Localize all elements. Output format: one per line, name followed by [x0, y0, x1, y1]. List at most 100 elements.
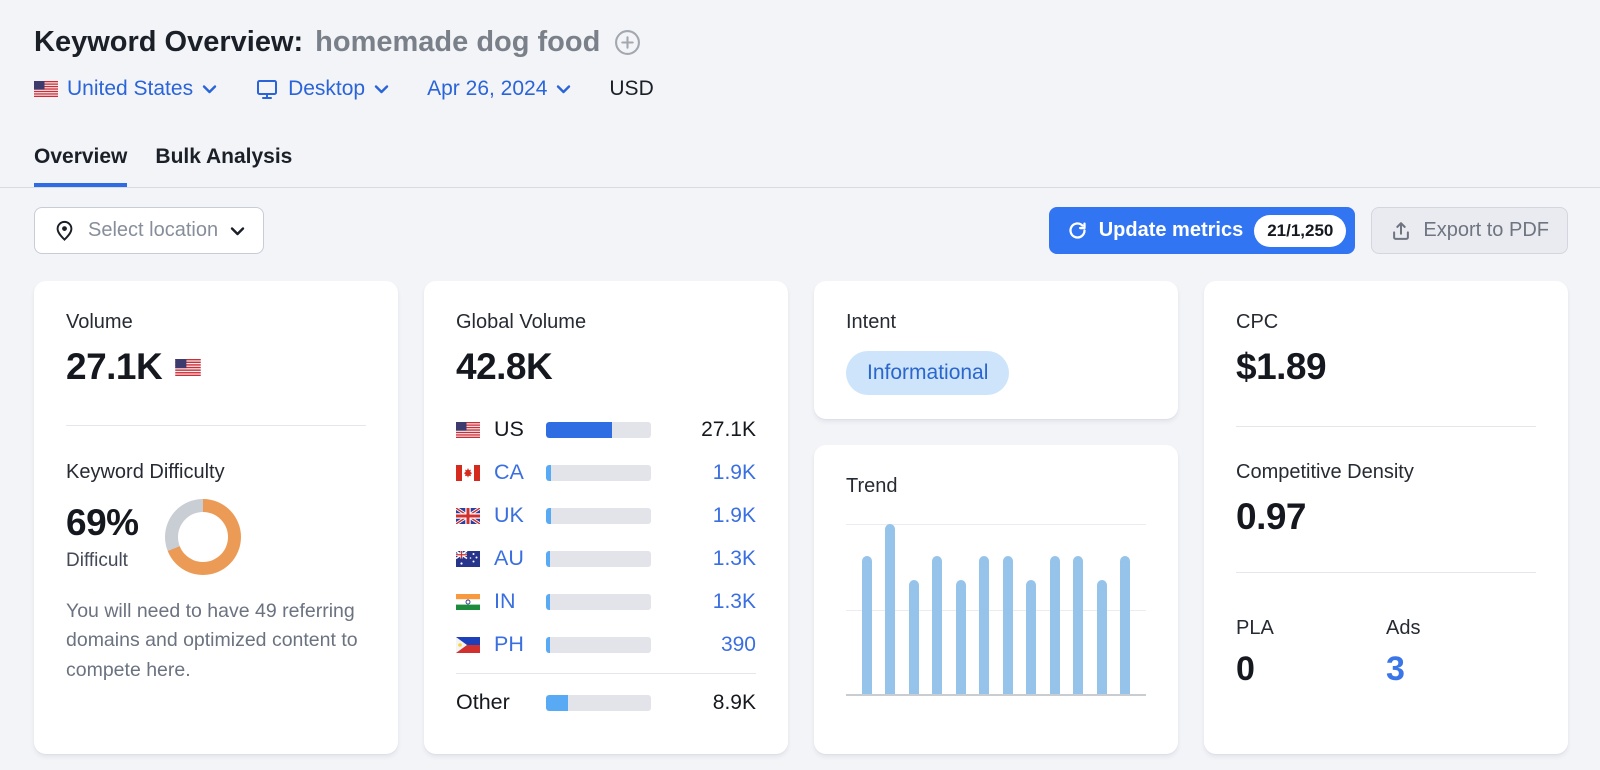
- au-flag-icon: [456, 550, 480, 567]
- ads-block: Ads 3: [1386, 617, 1536, 689]
- intent-badge[interactable]: Informational: [846, 351, 1010, 395]
- country-volume-link[interactable]: 1.9K: [712, 503, 756, 527]
- global-volume-label: Global Volume: [456, 311, 587, 333]
- tabs-divider: [0, 187, 1600, 188]
- trend-bar: [885, 524, 896, 694]
- volume-label: Volume: [66, 311, 133, 333]
- country-code-link[interactable]: AU: [494, 546, 524, 570]
- uk-flag-icon: [456, 507, 480, 524]
- chart-baseline: [846, 694, 1146, 696]
- trend-bar: [1073, 556, 1084, 694]
- country-selector-label: United States: [67, 77, 194, 100]
- country-row-us: US 27.1K: [456, 408, 756, 451]
- country-row-au: AU 1.3K: [456, 537, 756, 580]
- country-volume: 27.1K: [701, 417, 756, 441]
- volume-bar: [546, 550, 651, 567]
- other-label: Other: [456, 690, 510, 714]
- country-code-link[interactable]: UK: [494, 503, 524, 527]
- country-selector[interactable]: United States: [34, 77, 217, 101]
- export-to-pdf-button[interactable]: Export to PDF: [1371, 207, 1568, 254]
- pla-block: PLA 0: [1236, 617, 1386, 689]
- country-code-link[interactable]: CA: [494, 460, 524, 484]
- chevron-down-icon: [556, 84, 571, 94]
- select-location-label: Select location: [88, 219, 219, 241]
- competitive-density-value: 0.97: [1236, 496, 1307, 537]
- country-volume-link[interactable]: 390: [720, 632, 756, 656]
- ph-flag-icon: [456, 636, 480, 653]
- trend-bar: [1119, 556, 1130, 694]
- update-metrics-count-badge: 21/1,250: [1254, 214, 1347, 247]
- country-code-link[interactable]: PH: [494, 632, 524, 656]
- upload-icon: [1390, 220, 1412, 242]
- update-metrics-button[interactable]: Update metrics 21/1,250: [1048, 207, 1356, 254]
- volume-bar: [546, 636, 651, 653]
- kd-note: You will need to have 49 referring domai…: [66, 600, 358, 681]
- ads-value[interactable]: 3: [1386, 650, 1405, 688]
- us-flag-icon: [456, 421, 480, 438]
- volume-bar: [546, 464, 651, 481]
- us-flag-icon: [34, 81, 58, 97]
- page-title-label: Keyword Overview:: [34, 26, 304, 58]
- competitive-density-label: Competitive Density: [1236, 461, 1414, 483]
- country-row-ca: CA 1.9K: [456, 451, 756, 494]
- chevron-down-icon: [230, 226, 245, 236]
- device-selector[interactable]: Desktop: [255, 77, 389, 101]
- card-divider: [1236, 572, 1536, 573]
- trend-card: Trend: [814, 445, 1178, 754]
- country-volume-link[interactable]: 1.3K: [712, 589, 756, 613]
- volume-value-row: 27.1K: [66, 346, 366, 388]
- page-title: Keyword Overview: homemade dog food: [34, 0, 1568, 59]
- kd-level: Difficult: [66, 550, 128, 571]
- trend-bar: [932, 556, 943, 694]
- kd-donut-chart: [164, 499, 241, 575]
- volume-bar: [546, 421, 651, 438]
- country-row-ph: PH 390: [456, 623, 756, 666]
- select-location-button[interactable]: Select location: [34, 207, 265, 254]
- filter-bar: United States Desktop Apr 26, 2024 USD: [34, 77, 1568, 101]
- gridline: [846, 610, 1146, 611]
- ca-flag-icon: [456, 464, 480, 481]
- cpc-label: CPC: [1236, 311, 1279, 333]
- trend-bars: [862, 524, 1130, 694]
- country-row-uk: UK 1.9K: [456, 494, 756, 537]
- pla-label: PLA: [1236, 617, 1274, 639]
- keyword-overview-page: Keyword Overview: homemade dog food Unit…: [0, 0, 1600, 754]
- ads-label: Ads: [1386, 617, 1421, 639]
- intent-trend-column: Intent Informational Trend: [814, 281, 1178, 754]
- page-title-keyword: homemade dog food: [315, 26, 601, 58]
- in-flag-icon: [456, 593, 480, 610]
- kd-percent: 69%: [66, 502, 139, 543]
- trend-bar: [955, 580, 966, 694]
- toolbar-actions: Update metrics 21/1,250 Export to PDF: [1048, 207, 1568, 254]
- cpc-value: $1.89: [1236, 346, 1327, 387]
- other-volume-row: Other 8.9K: [456, 681, 756, 724]
- device-selector-label: Desktop: [288, 77, 366, 100]
- volume-bar: [546, 694, 651, 711]
- other-volume: 8.9K: [712, 690, 756, 714]
- add-keyword-icon[interactable]: [614, 29, 641, 56]
- pla-ads-row: PLA 0 Ads 3: [1236, 617, 1536, 689]
- trend-label: Trend: [846, 475, 898, 497]
- tab-overview[interactable]: Overview: [34, 145, 128, 187]
- trend-bar: [862, 556, 872, 694]
- cpc-card: CPC $1.89 Competitive Density 0.97 PLA 0…: [1204, 281, 1568, 754]
- toolbar: Select location Update metrics 21/1,250 …: [34, 207, 1568, 254]
- keyword-difficulty-label: Keyword Difficulty: [66, 461, 225, 483]
- country-volume-link[interactable]: 1.9K: [712, 460, 756, 484]
- tab-bulk-analysis[interactable]: Bulk Analysis: [155, 145, 293, 168]
- intent-card: Intent Informational: [814, 281, 1178, 419]
- country-code: US: [494, 417, 524, 441]
- country-code-link[interactable]: IN: [494, 589, 516, 613]
- trend-bar: [979, 556, 990, 694]
- volume-value: 27.1K: [66, 346, 163, 387]
- chevron-down-icon: [374, 84, 389, 94]
- card-divider: [1236, 426, 1536, 427]
- pla-value: 0: [1236, 650, 1255, 688]
- global-volume-card: Global Volume 42.8K US 27.1K CA: [424, 281, 788, 754]
- country-volume-link[interactable]: 1.3K: [712, 546, 756, 570]
- country-row-in: IN 1.3K: [456, 580, 756, 623]
- country-volume-list: US 27.1K CA 1.9K UK: [456, 408, 756, 724]
- update-metrics-label: Update metrics: [1098, 219, 1244, 241]
- card-divider: [66, 425, 366, 426]
- date-selector[interactable]: Apr 26, 2024: [427, 77, 571, 101]
